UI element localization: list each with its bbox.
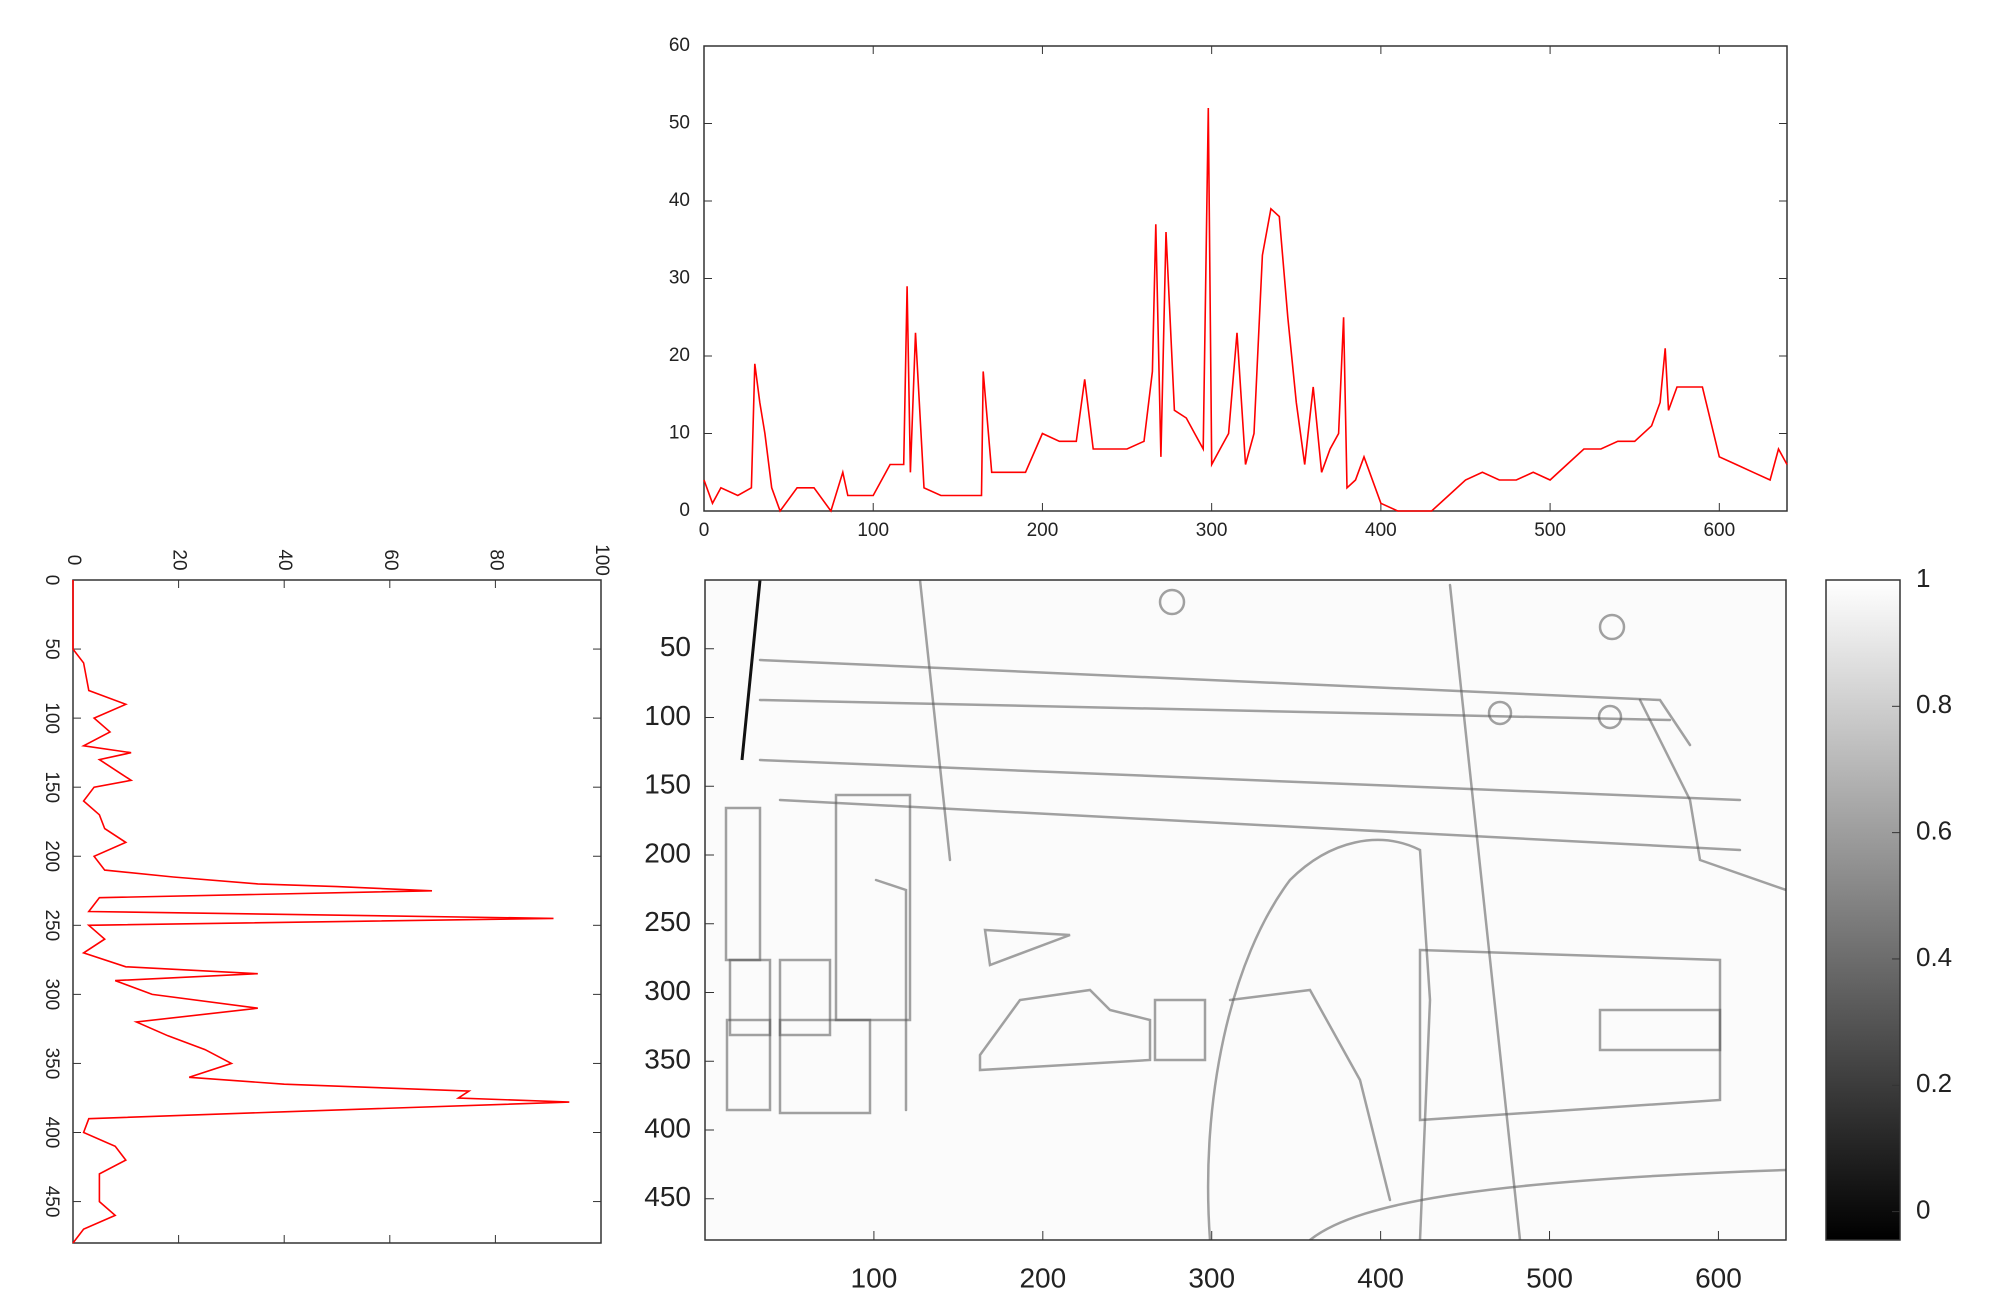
x-tick-label: 300 — [1196, 520, 1228, 541]
x-tick-label: 300 — [1188, 1262, 1235, 1293]
y-tick-label: 80 — [485, 549, 506, 570]
colorbar-tick-label: 0.8 — [1916, 689, 1952, 719]
x-tick-label: 200 — [1027, 520, 1059, 541]
x-tick-label: 500 — [1534, 520, 1566, 541]
x-tick-label: 400 — [1357, 1262, 1404, 1293]
x-tick-label: 400 — [41, 1117, 62, 1149]
x-tick-label: 300 — [41, 979, 62, 1011]
x-tick-label: 600 — [1703, 520, 1735, 541]
y-tick-label: 350 — [644, 1044, 691, 1075]
x-tick-label: 200 — [1019, 1262, 1066, 1293]
y-tick-label: 50 — [660, 631, 691, 662]
x-tick-label: 150 — [41, 771, 62, 803]
colorbar-tick-label: 0.2 — [1916, 1068, 1952, 1098]
image-frame — [704, 579, 1787, 1241]
y-tick-label: 200 — [644, 837, 691, 868]
y-tick-label: 300 — [644, 975, 691, 1006]
y-tick-label: 40 — [669, 190, 690, 211]
y-tick-label: 40 — [274, 549, 295, 570]
colorbar-gradient — [1825, 579, 1901, 1241]
x-tick-label: 400 — [1365, 520, 1397, 541]
x-tick-label: 500 — [1526, 1262, 1573, 1293]
data-line — [72, 580, 570, 1244]
x-tick-label: 0 — [41, 575, 62, 586]
y-tick-label: 20 — [669, 345, 690, 366]
x-tick-label: 100 — [857, 520, 889, 541]
colorbar-tick-label: 0.4 — [1916, 942, 1952, 972]
x-tick-label: 450 — [41, 1186, 62, 1218]
colorbar-tick-label: 0 — [1916, 1194, 1930, 1224]
y-tick-label: 10 — [669, 423, 690, 444]
y-tick-label: 50 — [669, 113, 690, 134]
colorbar-tick-label: 1 — [1916, 563, 1930, 593]
y-tick-label: 150 — [644, 769, 691, 800]
y-tick-label: 100 — [591, 544, 612, 576]
edge-map-image — [705, 580, 1786, 1240]
y-tick-label: 450 — [644, 1181, 691, 1212]
x-tick-label: 50 — [41, 638, 62, 659]
x-tick-label: 200 — [41, 840, 62, 872]
x-tick-label: 100 — [851, 1262, 898, 1293]
y-tick-label: 250 — [644, 906, 691, 937]
y-tick-label: 400 — [644, 1112, 691, 1143]
colorbar-tick-label: 0.6 — [1916, 816, 1952, 846]
y-tick-label: 100 — [644, 700, 691, 731]
y-tick-label: 0 — [63, 555, 84, 566]
data-line — [703, 107, 1788, 513]
x-tick-label: 600 — [1695, 1262, 1742, 1293]
x-tick-label: 100 — [41, 702, 62, 734]
plot-frame — [72, 579, 602, 1244]
y-tick-label: 20 — [169, 549, 190, 570]
x-tick-label: 0 — [699, 520, 710, 541]
x-tick-label: 350 — [41, 1048, 62, 1080]
y-tick-label: 60 — [669, 35, 690, 56]
x-tick-label: 250 — [41, 909, 62, 941]
y-tick-label: 0 — [679, 500, 690, 521]
y-tick-label: 60 — [380, 549, 401, 570]
y-tick-label: 30 — [669, 268, 690, 289]
